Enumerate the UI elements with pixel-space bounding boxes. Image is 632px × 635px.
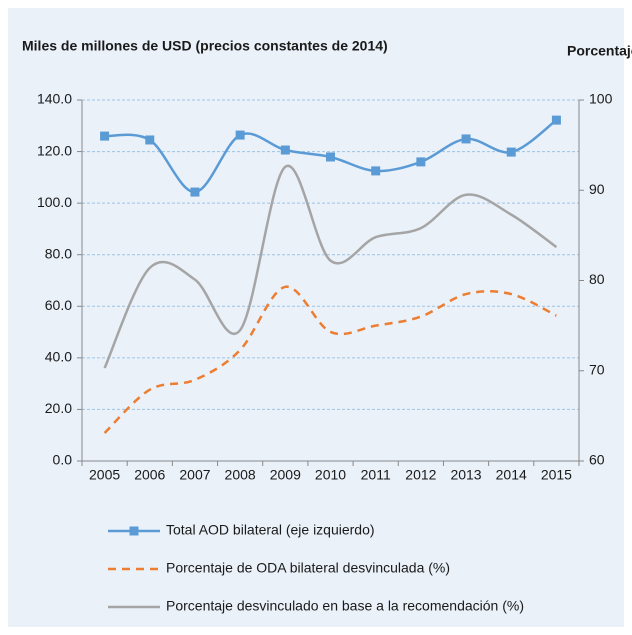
point: [551, 115, 561, 125]
legend-marker: [129, 526, 139, 536]
y-tick-label: 0.0: [53, 452, 73, 468]
y2-tick-label: 90: [589, 181, 605, 197]
chart-title: Miles de millones de USD (precios consta…: [22, 38, 388, 54]
series-line: [103, 164, 558, 369]
point: [461, 134, 471, 144]
point: [506, 147, 516, 157]
y-tick-label: 60.0: [45, 297, 72, 313]
y2-tick-label: 80: [589, 271, 605, 287]
point: [416, 157, 426, 167]
point: [190, 187, 200, 197]
point: [235, 130, 245, 140]
point: [326, 152, 335, 162]
x-tick-label: 2005: [89, 467, 120, 483]
x-tick-label: 2012: [405, 467, 436, 483]
legend-label: Total AOD bilateral (eje izquierdo): [166, 522, 375, 538]
y-tick-label: 100.0: [37, 194, 72, 210]
x-tick-label: 2015: [541, 467, 572, 483]
x-tick-label: 2007: [179, 467, 210, 483]
x-tick-label: 2011: [361, 467, 391, 483]
y-tick-label: 80.0: [45, 245, 72, 261]
y-tick-label: 20.0: [45, 400, 72, 416]
y-tick-label: 140.0: [37, 91, 72, 107]
legend-label: Porcentaje desvinculado en base a la rec…: [166, 598, 524, 614]
x-tick-label: 2009: [270, 467, 301, 483]
point: [145, 135, 155, 145]
legend-label: Porcentaje de ODA bilateral desvinculada…: [166, 560, 450, 576]
series-line: [103, 285, 557, 434]
x-tick-label: 2008: [225, 467, 256, 483]
x-tick-label: 2014: [496, 467, 527, 483]
x-tick-label: 2006: [134, 467, 165, 483]
y2-title: Porcentaje: [567, 43, 632, 59]
x-tick-label: 2010: [315, 467, 346, 483]
y2-tick-label: 70: [589, 361, 605, 377]
y-tick-label: 40.0: [45, 349, 72, 365]
point: [371, 166, 381, 176]
point: [280, 145, 290, 155]
y2-tick-label: 100: [589, 91, 613, 107]
x-tick-label: 2013: [450, 467, 481, 483]
y2-tick-label: 60: [589, 452, 605, 468]
y-tick-label: 120.0: [37, 142, 72, 158]
point: [100, 131, 110, 141]
